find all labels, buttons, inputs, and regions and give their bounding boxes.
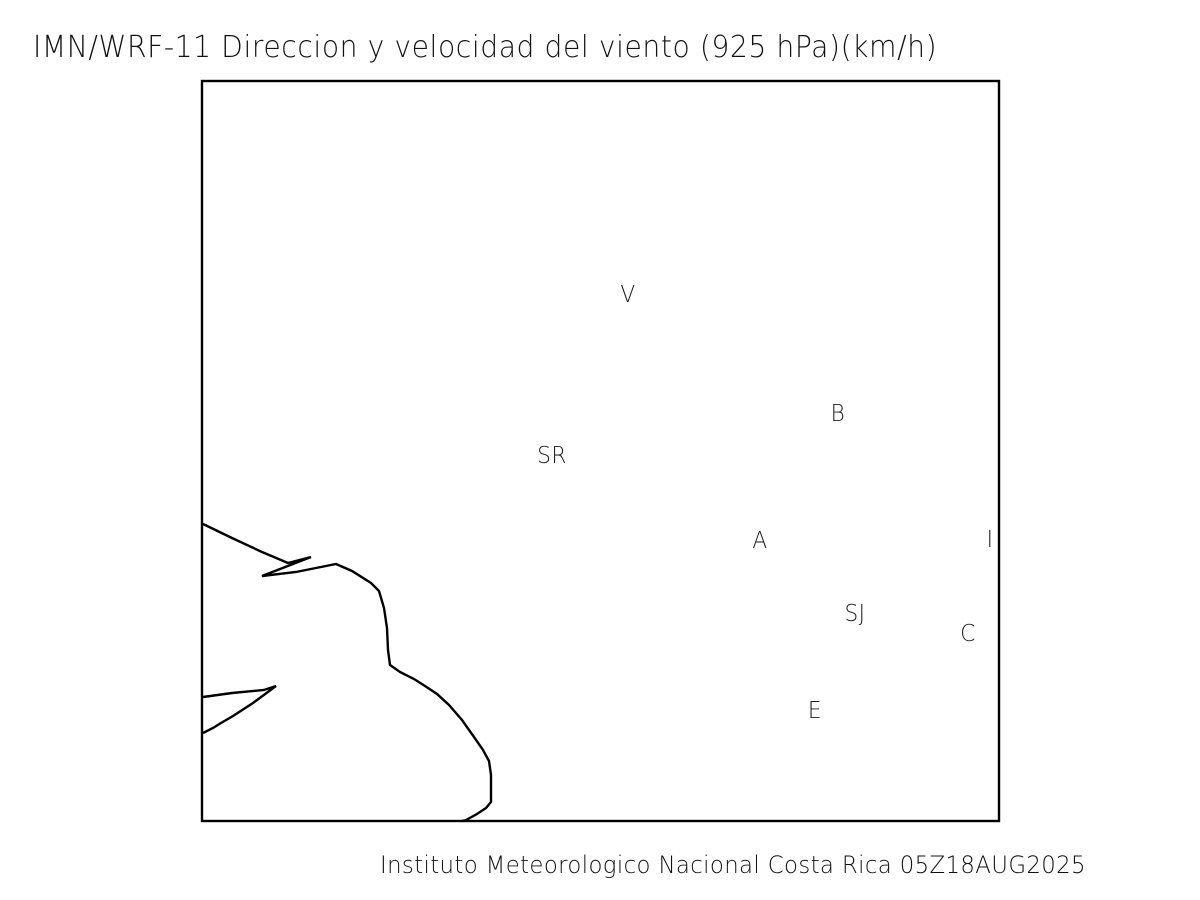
coastline-peninsula-inlet (202, 684, 277, 735)
station-label-c: C (960, 621, 976, 647)
footer-caption: Instituto Meteorologico Nacional Costa R… (380, 851, 1086, 879)
station-label-i: I (986, 527, 994, 553)
page-title: IMN/WRF-11 Direccion y velocidad del vie… (33, 30, 938, 65)
map-frame-border (200, 79, 1001, 823)
station-label-sj: SJ (844, 601, 866, 627)
station-label-sr: SR (537, 443, 567, 469)
station-label-v: V (620, 282, 636, 308)
station-label-b: B (830, 401, 846, 427)
coastline-pacific (202, 522, 493, 823)
station-label-a: A (752, 528, 768, 554)
station-label-e: E (807, 698, 823, 724)
